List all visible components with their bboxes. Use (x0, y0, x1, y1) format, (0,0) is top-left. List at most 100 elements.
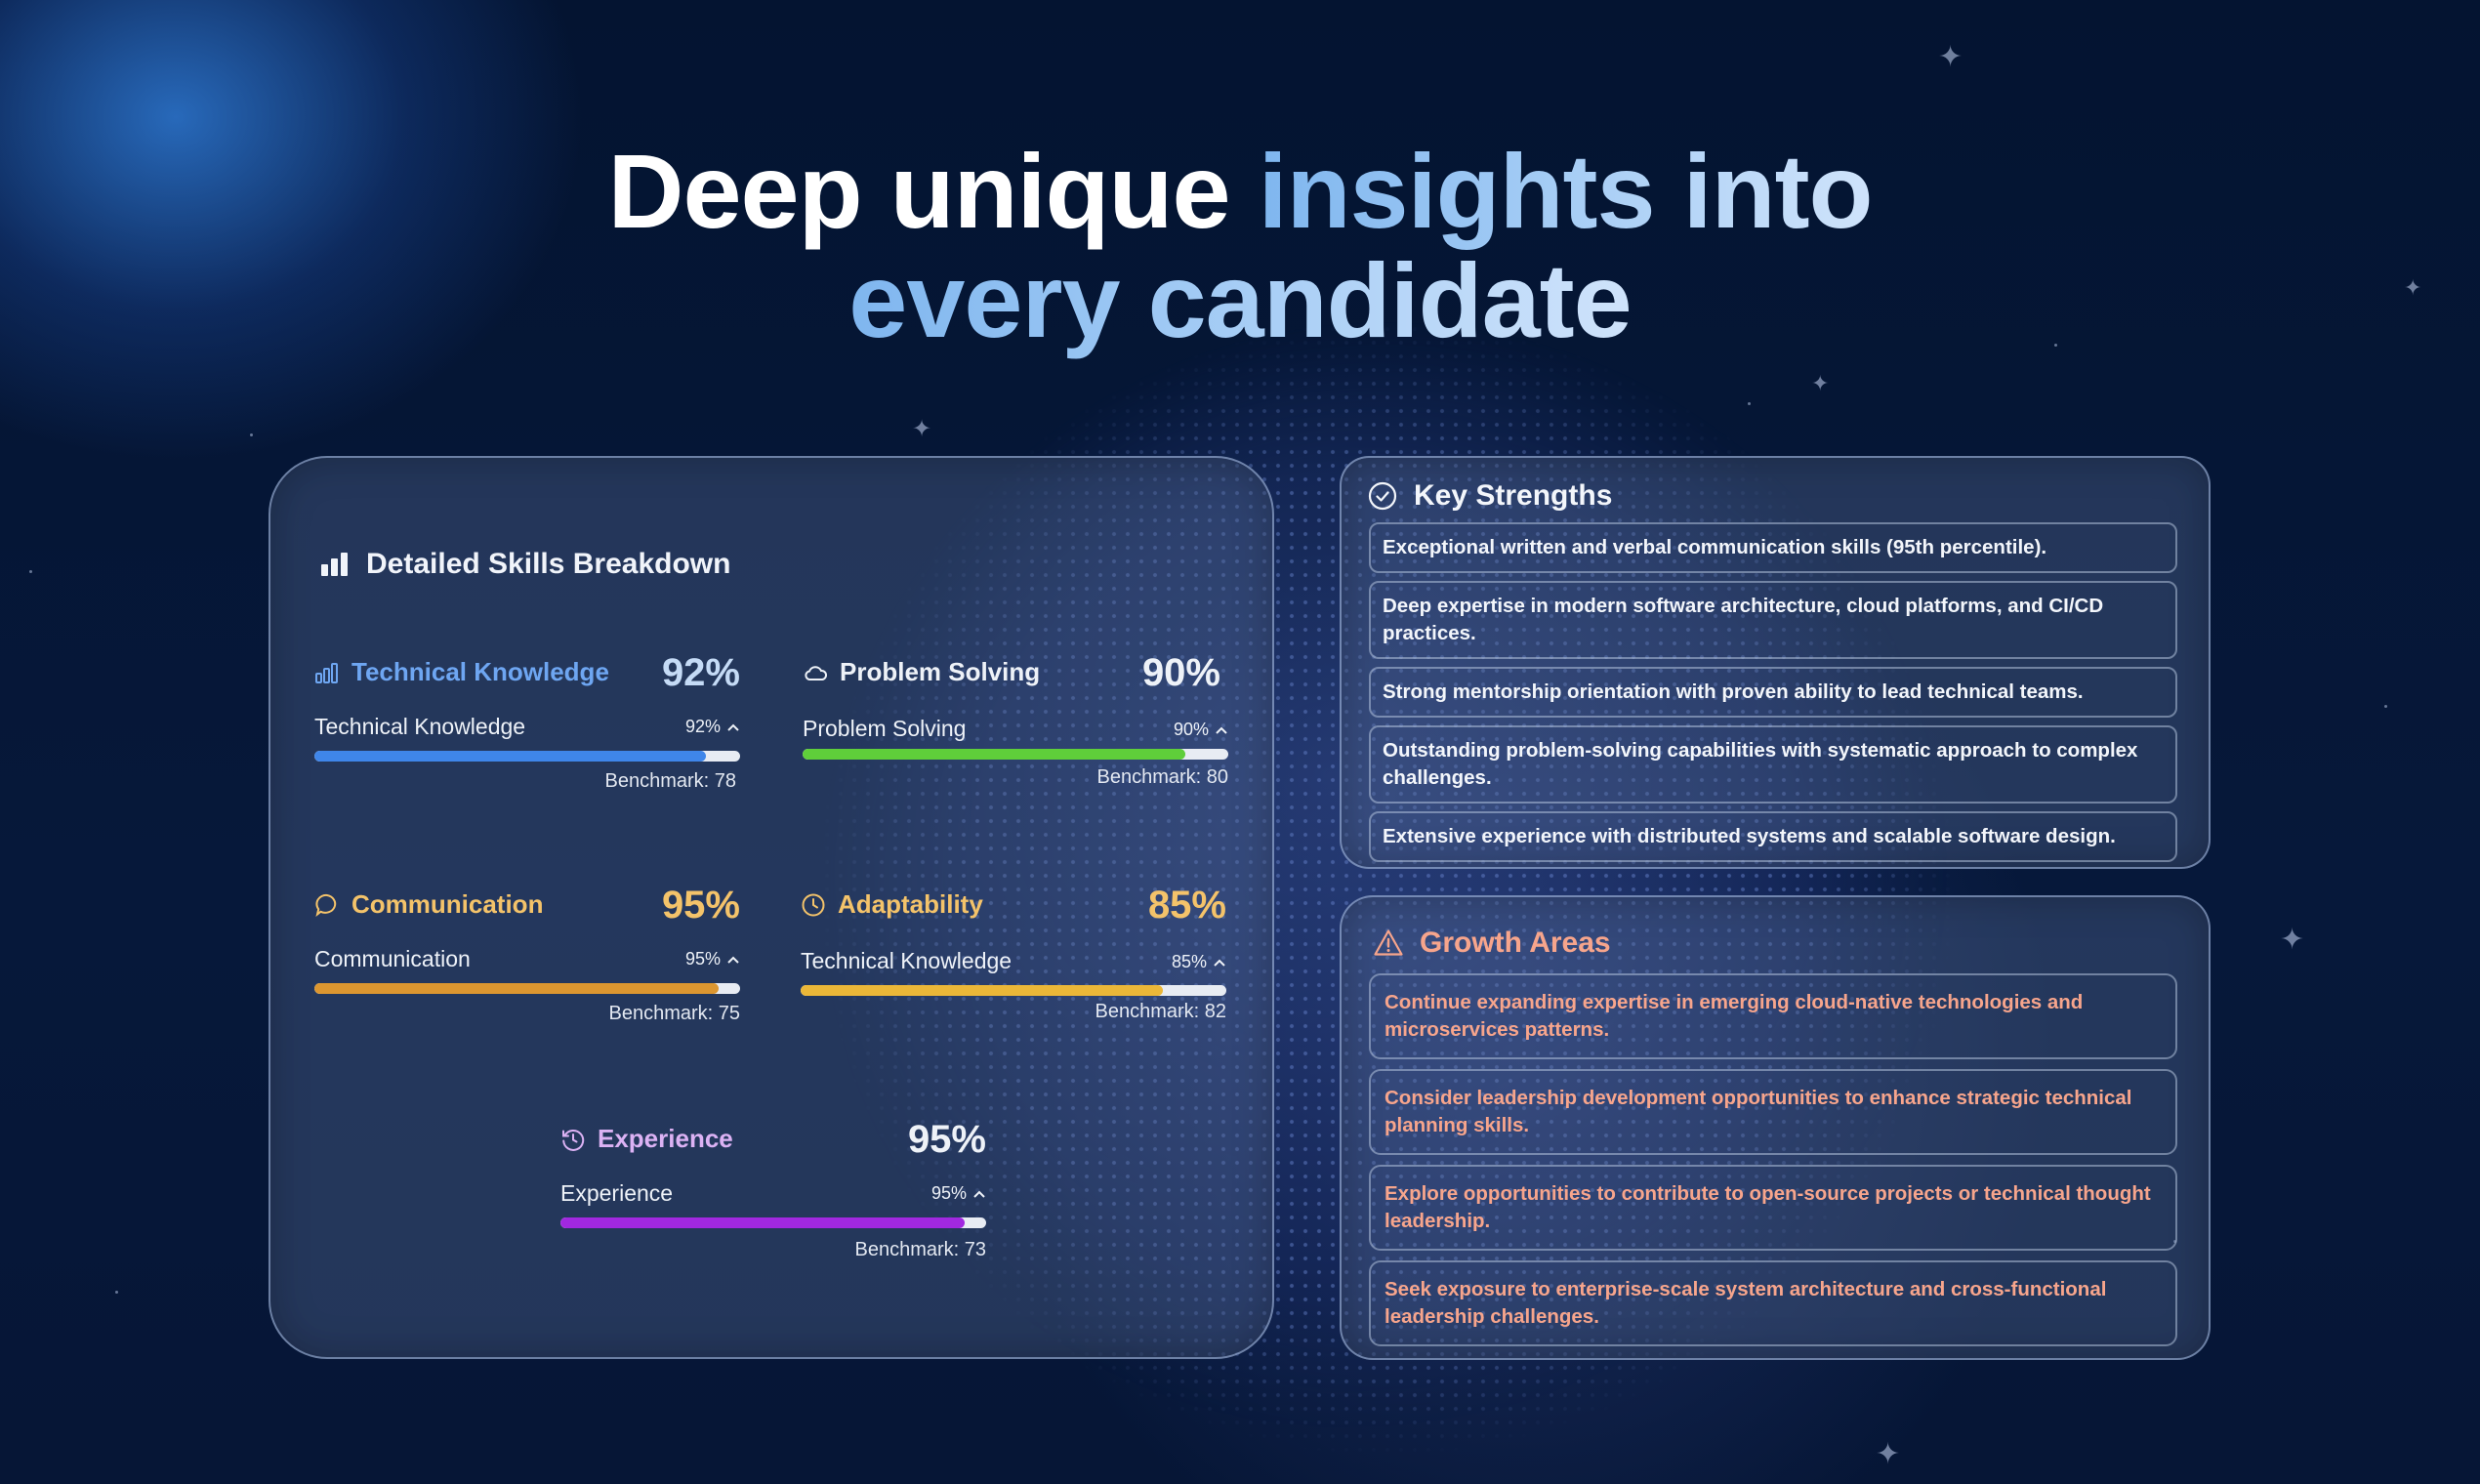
skill-name-text: Technical Knowledge (351, 657, 609, 686)
skill-progress-fill (803, 749, 1186, 760)
skill-name: Problem Solving (803, 657, 1040, 687)
skill-technical-knowledge: Technical Knowledge 92% Technical Knowle… (314, 651, 740, 798)
warning-triangle-icon (1374, 929, 1403, 956)
signal-bars-icon (315, 662, 338, 683)
skill-sub-percent-text: 95% (930, 1183, 967, 1203)
skill-progress-track (314, 983, 740, 994)
skill-sub-label: Technical Knowledge (314, 714, 526, 739)
star-dot (29, 570, 32, 573)
skill-name: Adaptability (801, 889, 983, 920)
skill-progress-fill (560, 1217, 966, 1228)
skills-card-title: Detailed Skills Breakdown (319, 548, 730, 581)
skill-sub-percent: 95% (685, 949, 740, 969)
history-icon (562, 1129, 585, 1151)
skill-name: Communication (314, 889, 543, 920)
key-strengths-card: Key Strengths Exceptional written and ve… (1340, 456, 2211, 869)
cloud-icon (805, 665, 828, 680)
growth-areas-title-text: Growth Areas (1420, 927, 1611, 959)
skill-name-text: Experience (598, 1124, 733, 1153)
strengths-list: Exceptional written and verbal communica… (1369, 522, 2177, 870)
skill-name-text: Adaptability (838, 889, 983, 919)
star-dot (115, 1291, 118, 1294)
skill-sub-percent: 85% (1172, 952, 1226, 972)
skill-name: Experience (560, 1124, 733, 1154)
skill-progress-fill (801, 985, 1163, 996)
skill-sub-percent-text: 85% (1171, 952, 1207, 971)
skill-sub-percent-text: 90% (1173, 720, 1209, 739)
skill-progress-fill (314, 983, 720, 994)
skill-problem-solving: Problem Solving 90% Problem Solving 90% … (803, 651, 1228, 798)
skill-name-text: Communication (351, 889, 544, 919)
sparkle-icon: ✦ (2404, 275, 2422, 300)
skill-percent: 95% (907, 1118, 986, 1161)
skill-sub-label: Problem Solving (803, 716, 967, 741)
skill-progress-track (314, 751, 740, 762)
skill-sub-label: Technical Knowledge (801, 948, 1013, 973)
growth-areas-card: Growth Areas Continue expanding expertis… (1340, 895, 2211, 1360)
star-dot (2054, 344, 2057, 347)
page-headline: Deep unique insights into every candidat… (0, 137, 2480, 355)
clock-icon (802, 893, 825, 916)
growth-list: Continue expanding expertise in emerging… (1369, 973, 2177, 1356)
skill-sub-percent-text: 92% (684, 717, 721, 736)
growth-item: Explore opportunities to contribute to o… (1369, 1165, 2177, 1251)
star-dot (1748, 402, 1751, 405)
sparkle-icon: ✦ (912, 416, 932, 442)
skill-progress-track (803, 749, 1228, 760)
strength-item: Strong mentorship orientation with prove… (1369, 667, 2177, 718)
growth-areas-title: Growth Areas (1373, 927, 1611, 960)
skill-percent: 92% (661, 651, 740, 694)
star-dot (2384, 705, 2387, 708)
bar-chart-icon (321, 553, 348, 576)
chat-bubble-icon (315, 893, 337, 917)
headline-accent-text-line2: every candidate (848, 241, 1632, 359)
skills-title-text: Detailed Skills Breakdown (366, 548, 731, 580)
growth-item: Consider leadership development opportun… (1369, 1069, 2177, 1155)
strength-item: Deep expertise in modern software archit… (1369, 581, 2177, 659)
skill-percent: 95% (661, 884, 740, 927)
chevron-up-icon (1214, 959, 1225, 967)
skill-sub-percent: 90% (1174, 720, 1228, 740)
skill-sub-label: Experience (560, 1180, 674, 1206)
skill-sub-percent: 92% (685, 717, 740, 737)
skill-progress-fill (314, 751, 707, 762)
chevron-up-icon (1216, 726, 1227, 734)
sparkle-icon: ✦ (1876, 1438, 1901, 1470)
skill-sub-label: Communication (314, 946, 471, 971)
headline-accent-text: insights into (1258, 132, 1874, 250)
chevron-up-icon (973, 1190, 985, 1198)
skill-benchmark: Benchmark: 80 (1096, 766, 1228, 788)
skills-breakdown-card: Detailed Skills Breakdown Technical Know… (269, 456, 1274, 1359)
skill-experience: Experience 95% Experience 95% Benchmark:… (560, 1118, 986, 1264)
skill-progress-track (801, 985, 1226, 996)
skill-benchmark: Benchmark: 78 (604, 770, 736, 792)
chevron-up-icon (727, 723, 739, 731)
skill-benchmark: Benchmark: 82 (1095, 1001, 1226, 1022)
chevron-up-icon (727, 956, 739, 964)
headline-white-text: Deep unique (607, 132, 1259, 250)
strength-item: Extensive experience with distributed sy… (1369, 811, 2177, 862)
skill-sub-percent: 95% (931, 1183, 986, 1204)
sparkle-icon: ✦ (1811, 371, 1830, 395)
strength-item: Exceptional written and verbal communica… (1369, 522, 2177, 573)
sparkle-icon: ✦ (1938, 41, 1963, 73)
growth-item: Seek exposure to enterprise-scale system… (1369, 1260, 2177, 1346)
skill-benchmark: Benchmark: 75 (608, 1003, 740, 1024)
skill-progress-track (560, 1217, 986, 1228)
skill-sub-percent-text: 95% (684, 949, 721, 969)
star-dot (250, 433, 253, 436)
skill-percent: 90% (1141, 651, 1220, 694)
growth-item: Continue expanding expertise in emerging… (1369, 973, 2177, 1059)
strength-item: Outstanding problem-solving capabilities… (1369, 725, 2177, 804)
skill-name-text: Problem Solving (840, 657, 1041, 686)
sparkle-icon: ✦ (2280, 924, 2305, 956)
dotted-sphere-graphic (820, 322, 1953, 1455)
key-strengths-title-text: Key Strengths (1414, 479, 1613, 512)
skill-name: Technical Knowledge (314, 657, 609, 687)
skill-benchmark: Benchmark: 73 (854, 1239, 986, 1260)
check-circle-icon (1368, 481, 1397, 511)
skill-percent: 85% (1147, 884, 1226, 927)
key-strengths-title: Key Strengths (1367, 479, 1612, 513)
skill-communication: Communication 95% Communication 95% Benc… (314, 884, 740, 1030)
